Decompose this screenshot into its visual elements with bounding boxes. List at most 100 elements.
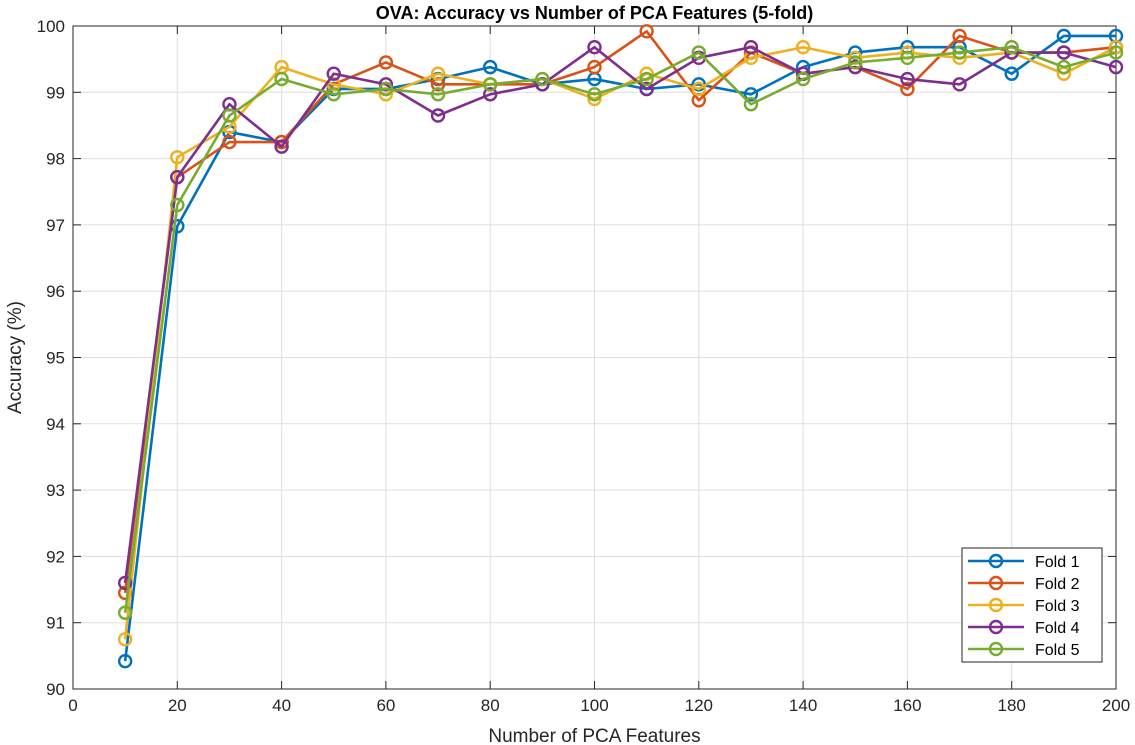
data-point	[691, 45, 706, 60]
data-point	[848, 55, 863, 70]
x-tick-label: 140	[789, 696, 817, 715]
data-point	[1108, 45, 1124, 60]
x-tick-label: 180	[998, 696, 1026, 715]
data-point	[900, 50, 915, 66]
y-tick-label: 90	[46, 680, 65, 699]
data-point	[170, 169, 185, 185]
data-point	[430, 66, 446, 81]
data-point	[639, 71, 654, 87]
data-point	[587, 59, 602, 75]
data-point	[795, 40, 811, 55]
data-point	[743, 50, 759, 66]
y-tick-label: 91	[46, 614, 65, 633]
series-5	[117, 40, 1124, 620]
x-tick-label: 200	[1102, 696, 1130, 715]
legend-entry-label: Fold 1	[1035, 554, 1080, 571]
data-point	[222, 134, 237, 150]
series-line	[123, 45, 1117, 584]
data-point	[483, 87, 498, 102]
data-point	[326, 87, 341, 102]
x-tick-label: 20	[168, 696, 187, 715]
series-line	[123, 30, 1117, 594]
legend-entry-label: Fold 5	[1035, 642, 1080, 659]
data-point	[430, 108, 446, 123]
data-point	[117, 632, 133, 647]
series-lines	[117, 24, 1124, 669]
data-point	[743, 87, 759, 102]
data-point	[639, 24, 654, 39]
data-point	[117, 575, 133, 591]
data-point	[378, 81, 394, 97]
x-tick-label: 160	[893, 696, 921, 715]
y-tick-label: 94	[46, 415, 65, 434]
axis-ticks: 0 20 40 60 80 100 120 140 160 180 200 90 91 92 93 94 95 9…	[37, 17, 1131, 715]
y-tick-label: 92	[46, 547, 65, 566]
data-point	[430, 87, 446, 102]
x-tick-label: 60	[376, 696, 395, 715]
data-point	[743, 40, 759, 55]
y-tick-label: 93	[46, 481, 65, 500]
x-tick-label: 0	[68, 696, 77, 715]
legend-marker	[988, 575, 1004, 591]
y-tick-label: 100	[37, 17, 65, 36]
data-point	[587, 87, 602, 102]
x-axis-title: Number of PCA Features	[488, 726, 700, 745]
data-point	[952, 45, 967, 60]
data-point	[1056, 59, 1072, 75]
legend-marker	[988, 597, 1004, 613]
data-point	[587, 40, 602, 55]
data-point	[900, 71, 915, 87]
x-tick-label: 80	[481, 696, 500, 715]
data-point	[222, 108, 237, 123]
legend-marker	[988, 641, 1004, 657]
y-tick-label: 98	[46, 150, 65, 169]
chart-title: OVA: Accuracy vs Number of PCA Features …	[376, 3, 813, 23]
data-point	[1108, 59, 1124, 75]
y-axis-title: Accuracy (%)	[5, 301, 26, 414]
data-point	[587, 91, 602, 107]
data-point	[430, 77, 446, 92]
data-point	[274, 139, 289, 154]
legend-entry-label: Fold 4	[1035, 620, 1080, 637]
series-4	[117, 40, 1124, 591]
data-point	[900, 81, 915, 97]
data-point	[117, 653, 133, 669]
data-point	[952, 77, 967, 92]
x-tick-label: 40	[272, 696, 291, 715]
x-tick-label: 120	[685, 696, 713, 715]
data-point	[117, 605, 133, 620]
data-point	[170, 150, 185, 165]
y-tick-label: 97	[46, 216, 65, 235]
legend-entry-label: Fold 2	[1035, 576, 1080, 593]
data-point	[483, 77, 498, 92]
data-point	[1056, 28, 1072, 44]
data-point	[848, 59, 863, 75]
data-point	[743, 97, 759, 112]
y-tick-label: 99	[46, 83, 65, 102]
data-point	[274, 71, 289, 87]
legend-marker	[988, 553, 1004, 569]
data-point	[170, 197, 185, 213]
data-point	[535, 71, 550, 87]
data-point	[378, 55, 394, 70]
series-line	[123, 45, 1117, 613]
x-tick-label: 100	[580, 696, 608, 715]
data-point	[1004, 40, 1019, 55]
data-point	[691, 81, 706, 97]
legend: Fold 1 Fold 2 Fold 3 Fold 4 Fold 5	[961, 547, 1103, 663]
data-point	[1056, 45, 1072, 60]
series-2	[117, 24, 1124, 601]
legend-marker	[988, 619, 1004, 635]
y-tick-label: 96	[46, 282, 65, 301]
data-point	[639, 81, 654, 97]
data-point	[378, 77, 394, 92]
data-point	[1004, 66, 1019, 81]
data-point	[795, 71, 811, 87]
y-tick-label: 95	[46, 349, 65, 368]
data-point	[952, 28, 967, 44]
legend-entry-label: Fold 3	[1035, 598, 1080, 615]
data-point	[483, 59, 498, 75]
data-point	[326, 66, 341, 81]
